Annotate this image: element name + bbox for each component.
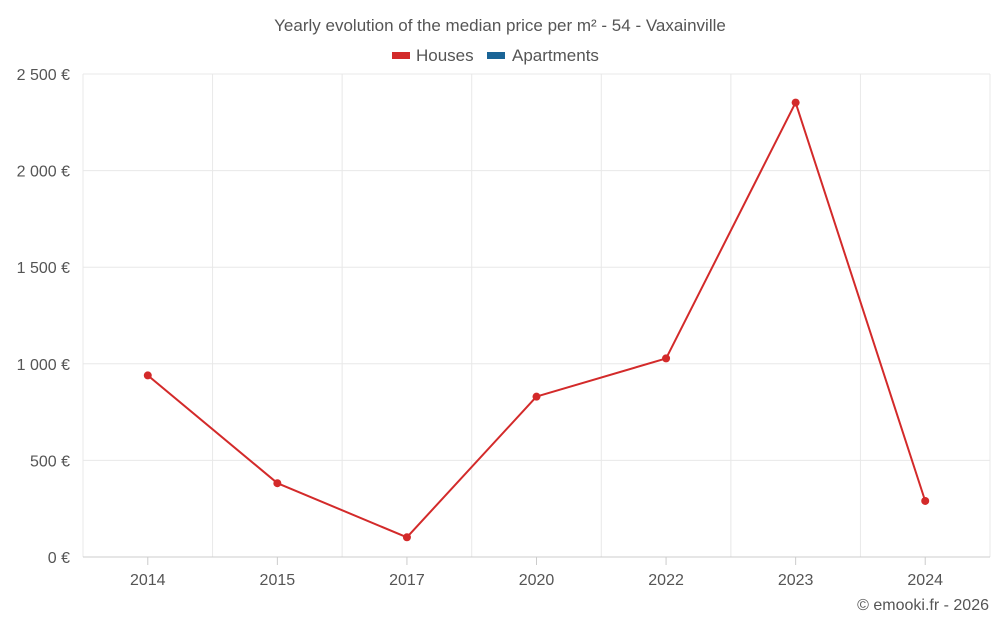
legend-label-houses[interactable]: Houses [416,46,474,65]
axis-layer: 0 € 500 € 1 000 € 1 500 € 2 000 € 2 500 € 2014… [17,67,990,589]
data-point-houses-2014[interactable] [143,371,152,380]
x-tick-label: 2017 [389,572,425,589]
y-tick-label: 1 000 € [17,357,70,374]
y-tick-label: 0 € [48,550,70,567]
grid-layer [82,73,991,557]
y-tick-label: 2 500 € [17,67,70,84]
data-point-houses-2023[interactable] [791,98,800,107]
data-point-houses-2017[interactable] [402,533,411,542]
x-tick-label: 2020 [519,572,555,589]
legend-swatch-houses [392,52,410,59]
y-tick-label: 500 € [30,453,70,470]
data-point-houses-2020[interactable] [532,392,541,401]
data-point-houses-2022[interactable] [662,354,671,363]
chart-title: Yearly evolution of the median price per… [274,16,726,35]
x-tick-label: 2014 [130,572,166,589]
legend-label-apartments[interactable]: Apartments [512,46,599,65]
data-point-houses-2024[interactable] [921,496,930,505]
x-tick-label: 2015 [260,572,296,589]
credit-text: © emooki.fr - 2026 [857,597,989,614]
x-tick-label: 2022 [648,572,684,589]
y-tick-label: 2 000 € [17,164,70,181]
legend-swatch-apartments [487,52,505,59]
x-tick-label: 2024 [907,572,943,589]
x-tick-label: 2023 [778,572,814,589]
series-line-houses [147,101,927,539]
legend: Houses Apartments [392,46,599,65]
series-layer [143,98,930,542]
y-tick-label: 1 500 € [17,260,70,277]
data-point-houses-2015[interactable] [273,479,282,488]
